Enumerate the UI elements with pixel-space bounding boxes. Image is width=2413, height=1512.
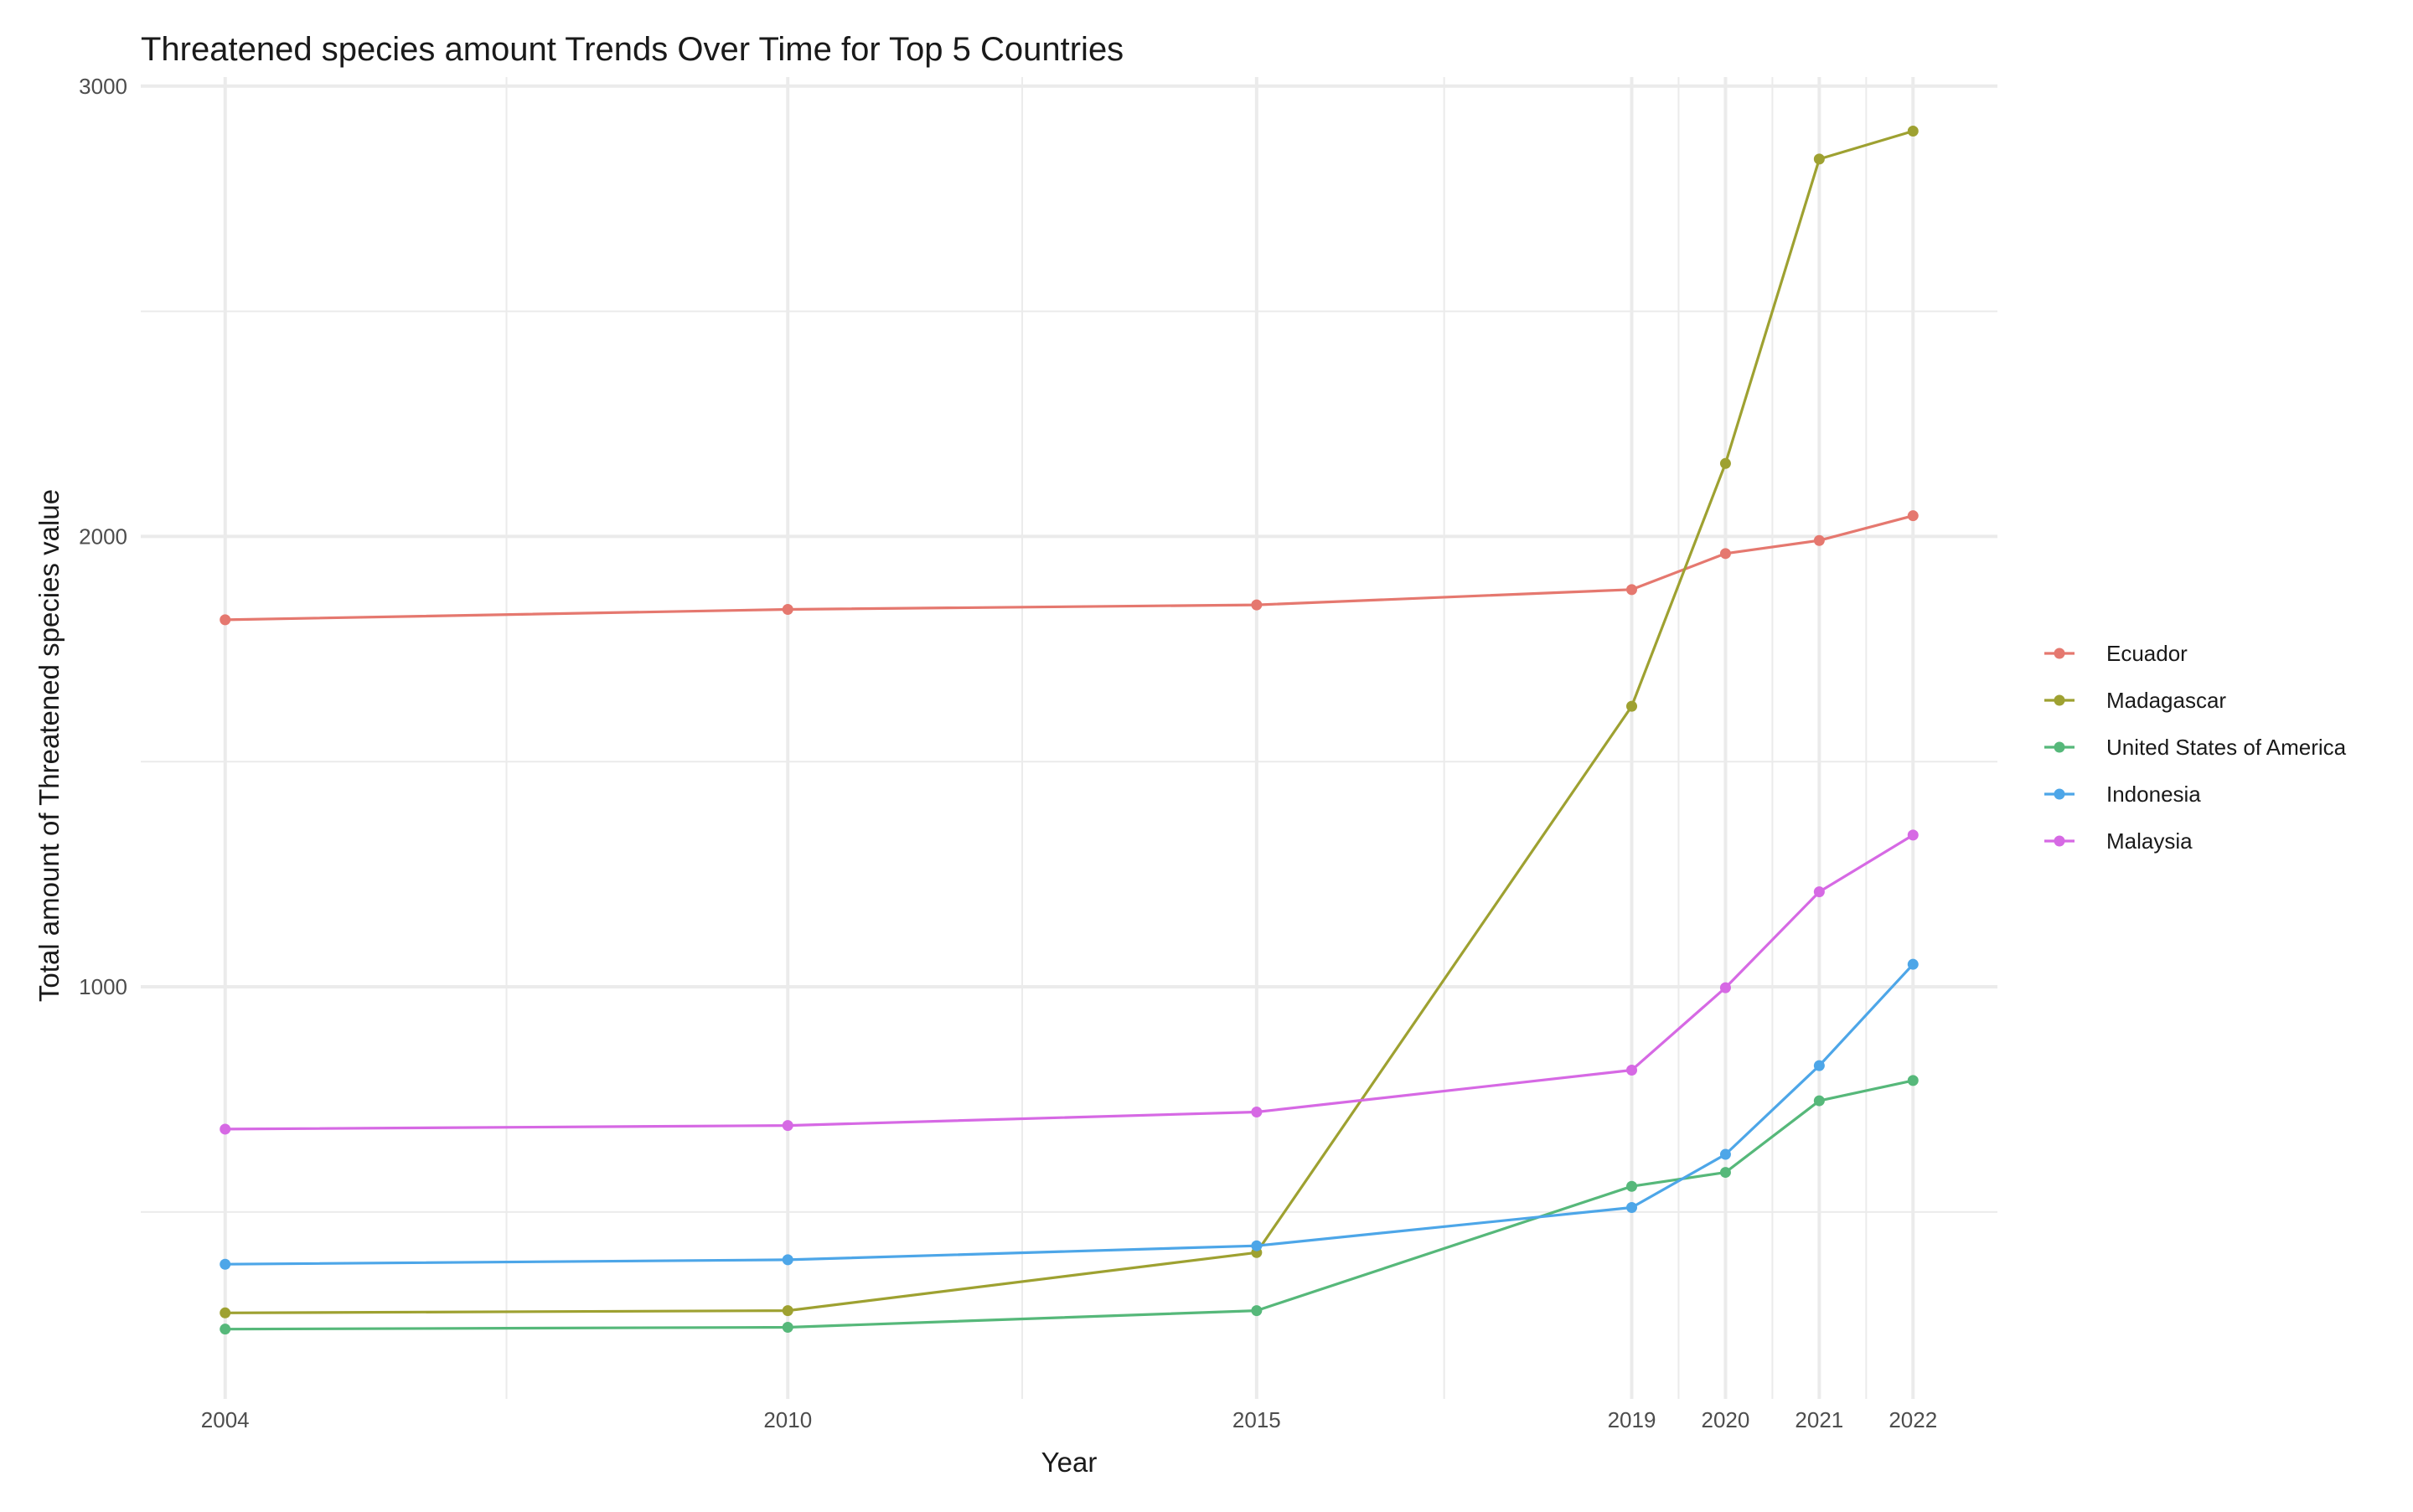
data-point	[1813, 886, 1825, 898]
data-point	[220, 1258, 231, 1270]
legend: Ecuador Madagascar United States of Americ…	[2044, 641, 2347, 854]
data-point	[782, 1254, 793, 1266]
x-tick-label: 2020	[1702, 1407, 1750, 1432]
x-tick-label: 2010	[763, 1407, 812, 1432]
y-tick-label: 1000	[79, 974, 127, 999]
minor-grid	[141, 77, 1997, 1399]
data-point	[782, 1305, 793, 1317]
data-point	[1626, 1201, 1638, 1213]
legend-label: Malaysia	[2106, 828, 2193, 854]
legend-entry: Madagascar	[2044, 688, 2226, 713]
x-tick-label: 2019	[1608, 1407, 1656, 1432]
series-line	[225, 963, 1914, 1266]
data-point	[1251, 1305, 1263, 1317]
legend-entry: Indonesia	[2044, 782, 2201, 807]
series-line	[225, 833, 1914, 1131]
data-point	[220, 614, 231, 626]
data-point	[1813, 1060, 1825, 1071]
x-tick-label: 2021	[1795, 1407, 1843, 1432]
data-point	[1719, 982, 1731, 993]
data-point	[220, 1307, 231, 1318]
data-point	[1907, 510, 1919, 522]
data-point	[1907, 126, 1919, 137]
legend-key-point	[2054, 648, 2065, 659]
x-tick-label: 2004	[201, 1407, 250, 1432]
legend-label: Indonesia	[2106, 782, 2201, 807]
data-point	[1251, 1240, 1263, 1251]
y-tick-label: 3000	[79, 74, 127, 99]
major-grid	[141, 77, 1997, 1399]
legend-entry: Malaysia	[2044, 828, 2193, 854]
data-point	[782, 1120, 793, 1132]
legend-key-point	[2054, 741, 2065, 753]
legend-entry: United States of America	[2044, 735, 2347, 760]
legend-label: Ecuador	[2106, 641, 2188, 666]
data-point	[1907, 958, 1919, 970]
data-point	[1626, 584, 1638, 596]
data-point	[1251, 599, 1263, 611]
y-axis-label: Total amount of Threatened species value	[34, 489, 65, 1002]
legend-key-point	[2054, 788, 2065, 800]
x-axis-label: Year	[1041, 1447, 1098, 1478]
legend-label: Madagascar	[2106, 688, 2226, 713]
legend-label: United States of America	[2106, 735, 2347, 760]
data-point	[1719, 1167, 1731, 1179]
data-point	[220, 1123, 231, 1135]
data-point	[782, 1322, 793, 1334]
x-tick-label: 2022	[1889, 1407, 1937, 1432]
x-tick-label: 2015	[1232, 1407, 1281, 1432]
data-point	[1813, 1095, 1825, 1107]
series-line	[225, 514, 1914, 622]
data-point	[1813, 534, 1825, 546]
legend-entry: Ecuador	[2044, 641, 2188, 666]
data-point	[1719, 548, 1731, 560]
y-tick-label: 2000	[79, 524, 127, 549]
data-point	[1719, 457, 1731, 469]
data-point	[782, 604, 793, 616]
data-point	[1907, 829, 1919, 841]
x-axis-ticks: 2004 2010 2015 2019 2020 2021 2022	[201, 1407, 1937, 1432]
data-point	[1626, 1180, 1638, 1192]
legend-key-point	[2054, 835, 2065, 847]
data-point	[220, 1324, 231, 1335]
data-point	[1907, 1075, 1919, 1086]
data-point	[1719, 1148, 1731, 1160]
data-point	[1813, 153, 1825, 165]
y-axis-ticks: 1000 2000 3000	[79, 74, 127, 999]
data-point	[1626, 1065, 1638, 1076]
legend-key-point	[2054, 694, 2065, 706]
chart-title: Threatened species amount Trends Over Ti…	[141, 31, 1124, 68]
data-point	[1626, 700, 1638, 712]
data-point	[1251, 1107, 1263, 1118]
series-line	[225, 129, 1914, 1314]
series-layer	[220, 126, 1919, 1335]
